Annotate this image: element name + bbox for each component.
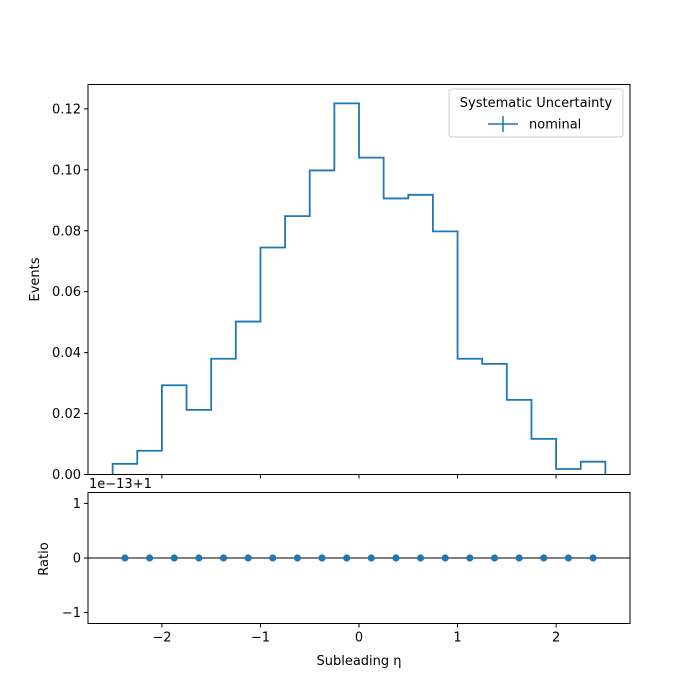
x-tick-label: 2 [552,631,560,646]
ratio-point [293,554,302,562]
legend-box [448,88,624,138]
histogram-bin [285,216,310,474]
y-tick-label: 0.12 [52,102,81,117]
ratio-point [318,554,326,562]
histogram-bin [408,195,433,475]
main-x-axis-ticks [161,474,557,479]
histogram-bin [310,170,335,474]
ratio-y-tick-label: 0 [73,552,81,567]
x-axis-label: Subleading η [316,654,401,669]
histogram-bin [458,359,483,475]
histogram-bin [187,410,212,475]
histogram-bin [236,322,261,475]
histogram-bin [581,462,606,475]
y-tick-label: 0.04 [52,346,81,361]
ratio-point [540,554,548,562]
x-tick-label: −1 [251,631,270,646]
ratio-point [392,554,400,562]
y-tick-label: 0.08 [52,224,81,239]
histogram-bin [384,198,409,474]
y-tick-label: 0.06 [52,285,81,300]
ratio-point [589,554,597,562]
histogram-bin [556,469,581,474]
legend-title: Systematic Uncertainty [460,96,613,111]
ratio-point [170,554,178,562]
histogram-bin [531,439,556,475]
main-panel: 0.00 0.02 0.04 0.06 0.08 0.10 0.12 Events Syst… [28,84,631,483]
x-tick-label: 1 [453,631,461,646]
ratio-point [121,554,129,562]
histogram-bin [507,400,532,475]
histogram-bin [162,385,187,474]
ratio-point [195,554,203,562]
legend: Systematic Uncertainty nominal [448,88,624,138]
main-axes-frame [87,84,631,475]
ratio-point [416,554,425,562]
ratio-y-tick-label: −1 [62,606,81,621]
ratio-point [490,554,499,562]
ratio-point [515,554,523,562]
main-data-layer [111,102,607,475]
ratio-y-tick-label: 1 [73,497,81,512]
ratio-point [343,554,351,562]
ratio-offset-text: 1e−13+1 [89,477,152,492]
ratio-point [219,554,228,562]
histogram-bin [482,364,507,475]
x-tick-label: 0 [355,631,363,646]
x-tick-label: −2 [152,631,171,646]
ratio-panel: −1 0 1 −2 −1 0 1 2 1e−13+1 Ratio Subleading η [37,477,631,669]
histogram-bin [260,248,285,475]
ratio-y-axis-label: Ratio [37,542,52,575]
histogram-bin [113,464,138,475]
y-tick-label: 0.02 [52,407,81,422]
histogram-bin [359,158,384,475]
ratio-y-axis-ticks: −1 0 1 [62,497,88,621]
y-tick-label: 0.10 [52,163,81,178]
histogram-bin [334,103,359,474]
ratio-point [244,554,252,562]
main-y-axis-label: Events [28,257,43,301]
ratio-point [145,554,154,562]
y-tick-label: 0.00 [52,468,81,483]
ratio-data-layer [88,554,630,562]
histogram-bin [211,359,236,475]
ratio-point [564,554,573,562]
legend-entry-nominal: nominal [529,118,581,133]
ratio-point [269,554,277,562]
ratio-point [466,554,474,562]
main-y-axis-ticks: 0.00 0.02 0.04 0.06 0.08 0.10 0.12 [52,102,88,483]
histogram-bin [137,451,162,475]
ratio-point [367,554,375,562]
histogram-step-nominal [111,102,607,475]
ratio-x-axis-ticks: −2 −1 0 1 2 [152,623,560,646]
ratio-axes-frame [87,492,631,624]
histogram-bin [433,231,458,474]
ratio-point [441,554,449,562]
